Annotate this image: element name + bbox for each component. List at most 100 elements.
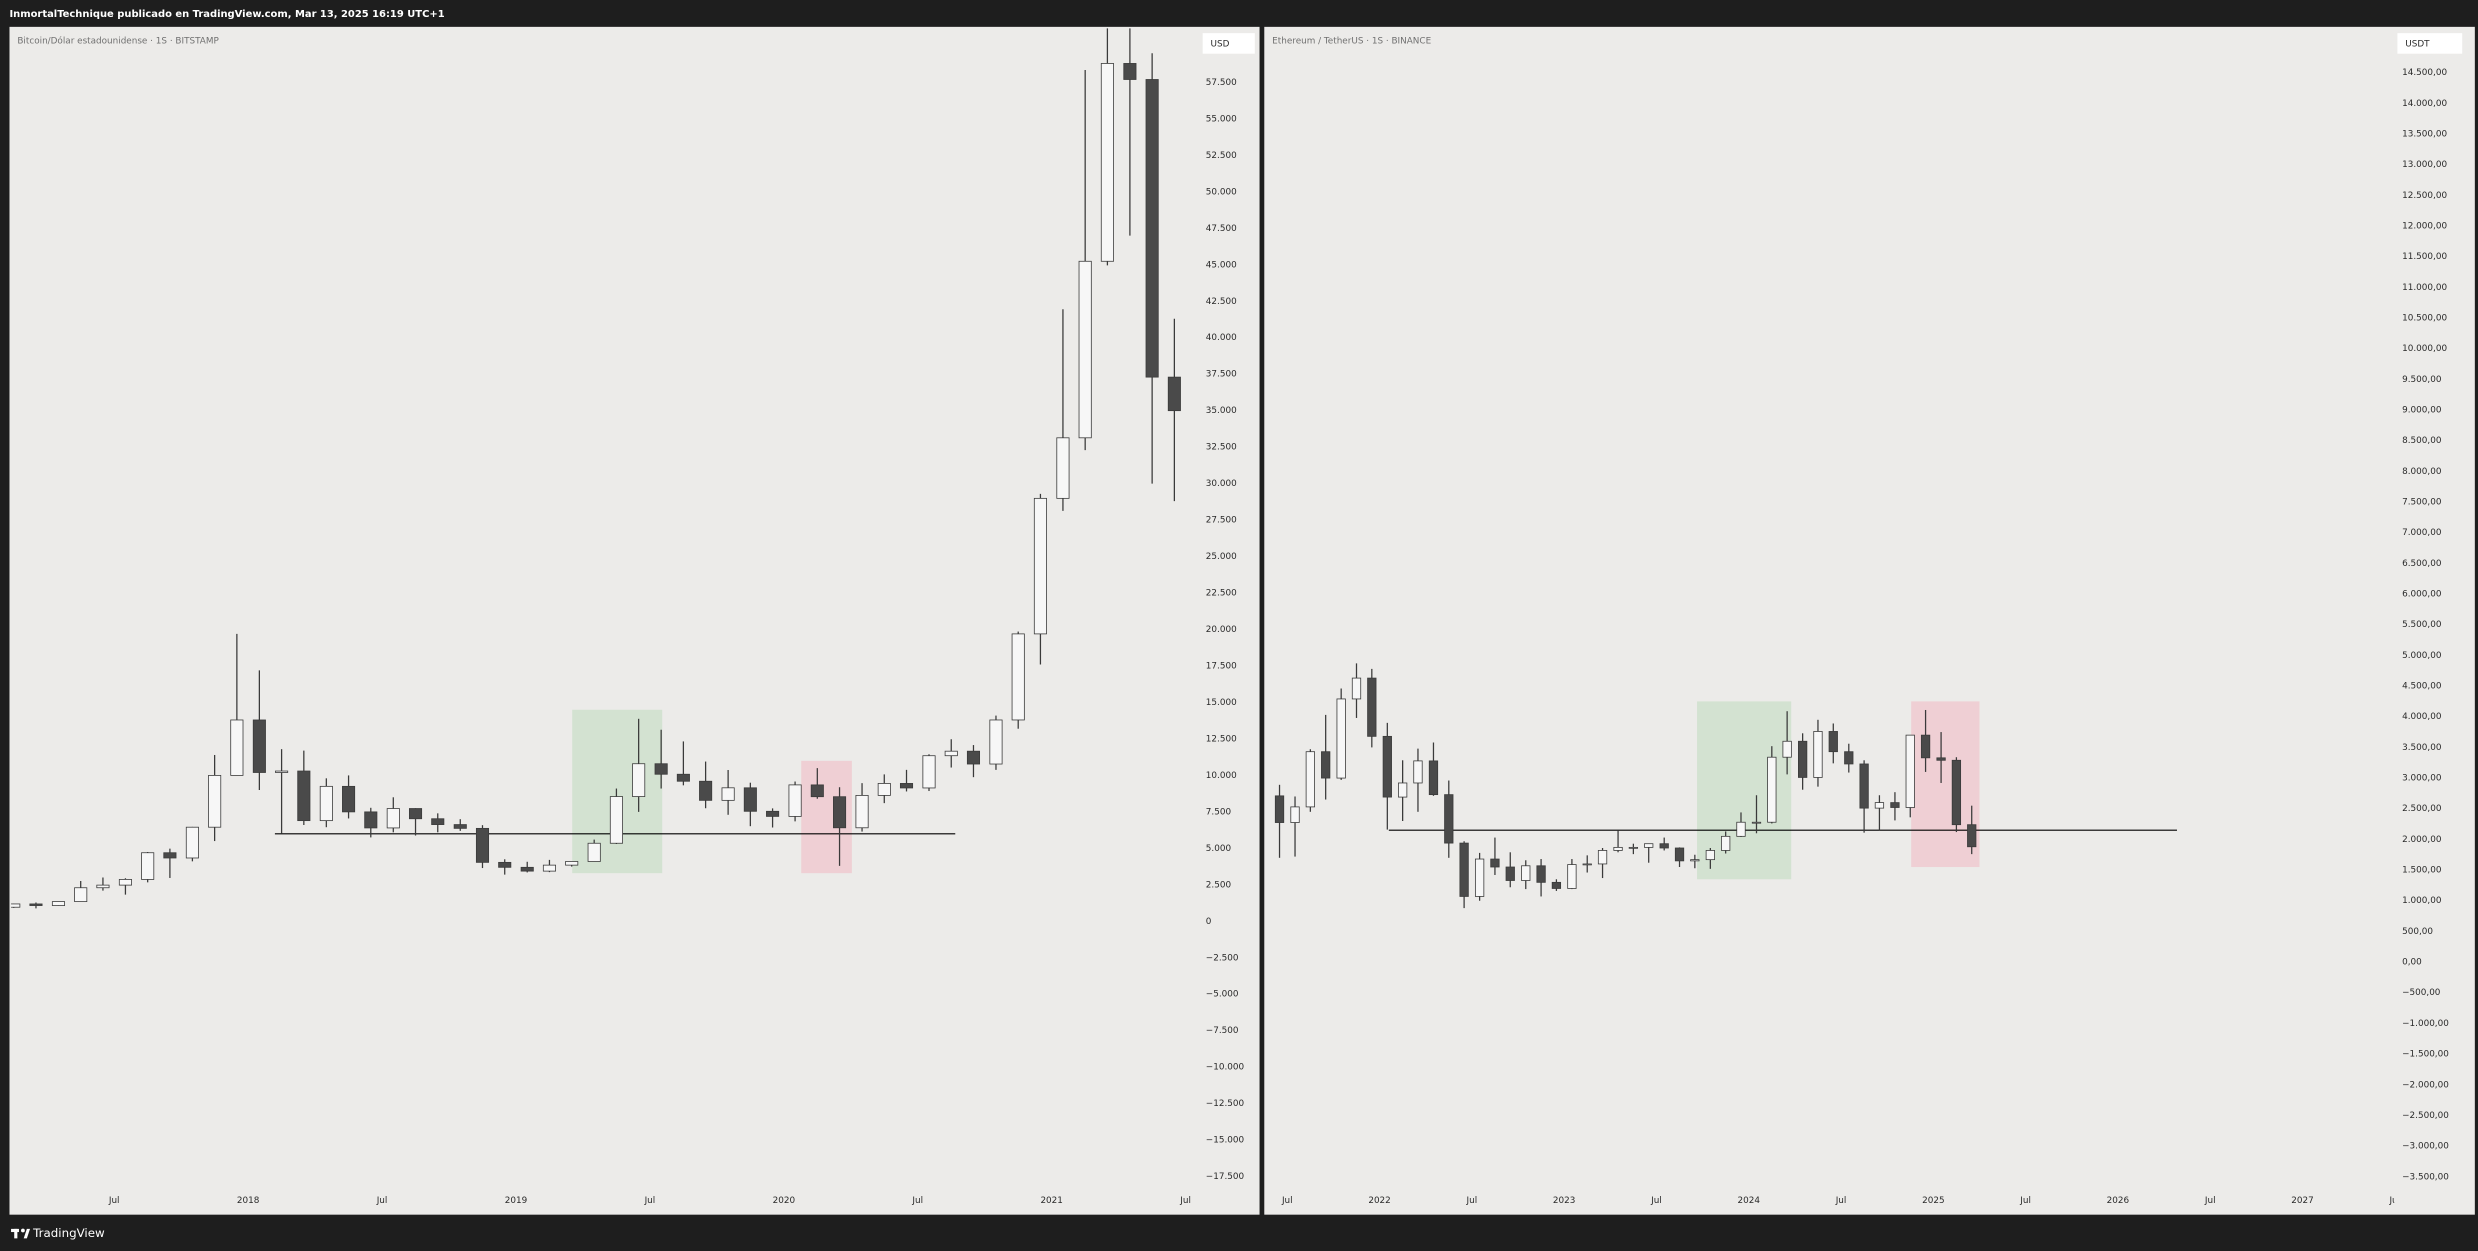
candle-body <box>966 750 981 765</box>
y-tick-label: 1.000,00 <box>2402 896 2442 906</box>
y-tick-label: 3.000,00 <box>2402 774 2442 784</box>
candle-body <box>275 770 289 773</box>
candle-body <box>1828 731 1838 753</box>
candle-body <box>1844 751 1854 765</box>
y-tick-label: 27.500 <box>1206 516 1237 526</box>
candle-body <box>833 796 847 829</box>
candle-body <box>185 826 199 859</box>
y-tick-label: 7.000,00 <box>2402 528 2442 538</box>
candle-body <box>1123 63 1137 80</box>
candle-body <box>1644 843 1654 848</box>
candle-body <box>1351 677 1362 700</box>
candle-body <box>1145 79 1159 378</box>
y-tick-label: −12.500 <box>1206 1099 1245 1109</box>
candle-body <box>29 903 43 906</box>
y-tick-label: 6.000,00 <box>2402 590 2442 600</box>
x-tick-label: 2020 <box>773 1196 796 1206</box>
y-tick-label: 17.500 <box>1206 661 1237 671</box>
candle-body <box>565 861 579 866</box>
y-tick-label: 6.500,00 <box>2402 559 2442 569</box>
y-tick-label: 13.500,00 <box>2402 129 2447 139</box>
candle-body <box>542 864 556 872</box>
candle-body <box>1890 802 1900 808</box>
candle-body <box>252 719 266 773</box>
candle-body <box>475 827 490 863</box>
candle-body <box>699 780 713 801</box>
candle-body <box>1721 835 1731 851</box>
candle-body <box>632 763 646 797</box>
highlight-box <box>572 709 663 874</box>
x-tick-label: 2019 <box>505 1196 527 1206</box>
candle-body <box>1100 63 1114 262</box>
candle-body <box>1690 859 1700 862</box>
candle-body <box>1490 858 1500 868</box>
y-tick-label: 32.500 <box>1206 443 1237 453</box>
candle-body <box>1859 763 1869 809</box>
candle-body <box>587 842 601 862</box>
currency-box <box>2397 33 2463 54</box>
candle-body <box>408 808 423 820</box>
candle-body <box>51 901 66 906</box>
y-tick-label: 22.500 <box>1206 589 1237 599</box>
candle-body <box>609 796 623 844</box>
candle-body <box>1011 633 1025 721</box>
candle-body <box>766 810 780 817</box>
candle-body <box>989 719 1003 765</box>
x-tick-label: Jul <box>2204 1196 2216 1206</box>
candle-body <box>1674 847 1685 862</box>
y-tick-label: 7.500 <box>1206 807 1232 817</box>
candle-body <box>1474 858 1485 897</box>
x-tick-label: Jul <box>1835 1196 1847 1206</box>
y-tick-label: 10.000,00 <box>2402 344 2447 354</box>
y-tick-label: −17.500 <box>1206 1172 1245 1182</box>
candle-body <box>230 719 244 776</box>
y-tick-label: 2.500 <box>1206 880 1232 890</box>
candle-body <box>1428 760 1439 796</box>
y-tick-label: 40.000 <box>1206 333 1237 343</box>
candle-body <box>654 763 668 775</box>
candle-body <box>1705 850 1715 861</box>
y-tick-label: 10.500,00 <box>2402 314 2447 324</box>
plot-area <box>11 28 1181 909</box>
candle-body <box>1936 757 1946 761</box>
chart-title: Bitcoin/Dólar estadounidense · 1S · BITS… <box>17 36 219 47</box>
y-tick-label: 5.000 <box>1206 844 1232 854</box>
y-tick-label: 15.000 <box>1206 698 1237 708</box>
logo <box>11 1228 31 1239</box>
y-tick-label: 42.500 <box>1206 297 1237 307</box>
y-tick-label: 47.500 <box>1206 224 1237 234</box>
candle-body <box>386 808 400 829</box>
candle-body <box>1613 846 1623 851</box>
candle-body <box>1398 782 1408 798</box>
candle-body <box>1505 866 1515 881</box>
y-tick-label: 0 <box>1206 917 1212 927</box>
candle-body <box>1920 734 1931 759</box>
footer-brand: TradingView <box>32 1226 105 1240</box>
candle-body <box>899 783 914 789</box>
candle-body <box>1078 260 1092 439</box>
x-tick-label: 2026 <box>2107 1196 2130 1206</box>
y-tick-label: 4.000,00 <box>2402 712 2442 722</box>
candle-body <box>1782 740 1792 758</box>
y-tick-label: −2.500 <box>1206 953 1239 963</box>
y-tick-label: 11.000,00 <box>2402 283 2447 293</box>
candle-body <box>788 784 802 817</box>
x-axis: Jul 2018 Jul 2019 Jul 2020 Jul 2021 Jul <box>108 1196 1191 1206</box>
x-tick-label: 2025 <box>1922 1196 1944 1206</box>
candle-body <box>1967 824 1977 848</box>
candle-body <box>1459 842 1469 897</box>
x-tick-label: 2021 <box>1040 1196 1062 1206</box>
x-tick-label: Jul <box>1281 1196 1293 1206</box>
candle-body <box>1336 698 1346 779</box>
x-tick-label: Jul <box>1650 1196 1662 1206</box>
y-tick-label: 30.000 <box>1206 479 1237 489</box>
x-tick-label: Jul <box>1466 1196 1478 1206</box>
candle-body <box>1536 865 1546 883</box>
candle-body <box>1305 751 1315 808</box>
y-tick-label: −15.000 <box>1206 1136 1245 1146</box>
candle-body <box>1033 497 1047 635</box>
y-tick-label: 5.500,00 <box>2402 620 2442 630</box>
currency-label: USD <box>1211 40 1230 50</box>
